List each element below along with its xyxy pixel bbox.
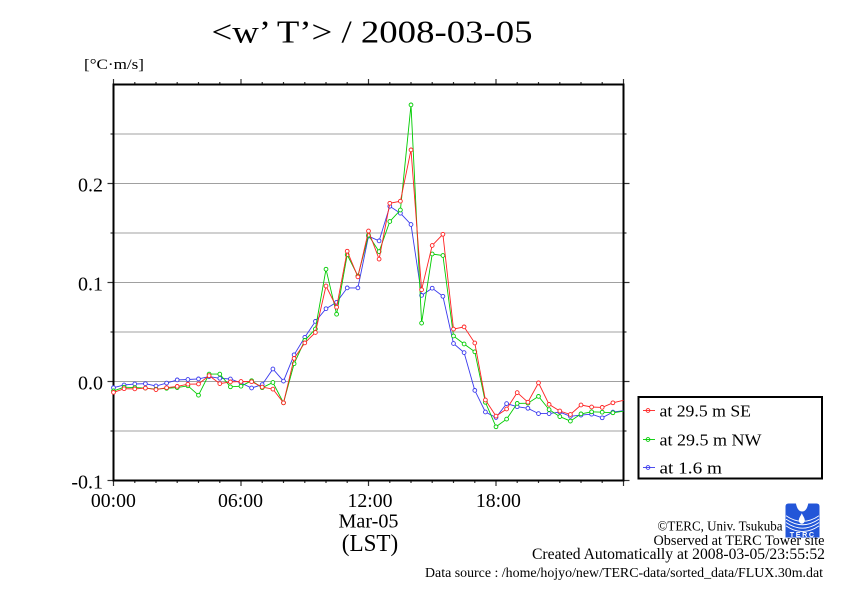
- svg-text:Created Automatically at 2008-: Created Automatically at 2008-03-05/23:5…: [532, 546, 825, 563]
- svg-text:(LST): (LST): [342, 531, 399, 557]
- svg-text:06:00: 06:00: [218, 490, 263, 512]
- svg-text:at 29.5 m SE: at 29.5 m SE: [660, 402, 752, 421]
- svg-text:18:00: 18:00: [476, 490, 521, 512]
- svg-text:[°C·m/s]: [°C·m/s]: [84, 57, 144, 73]
- svg-text:0.2: 0.2: [78, 175, 103, 197]
- svg-text:at 29.5 m NW: at 29.5 m NW: [660, 431, 763, 450]
- svg-text:Observed at TERC Tower site: Observed at TERC Tower site: [654, 533, 825, 549]
- svg-text:0.1: 0.1: [78, 274, 103, 296]
- svg-text:TERC: TERC: [790, 530, 816, 539]
- svg-text:12:00: 12:00: [348, 490, 393, 512]
- svg-text:at 1.6 m: at 1.6 m: [660, 459, 723, 478]
- svg-text:-0.1: -0.1: [71, 472, 103, 494]
- svg-text:00:00: 00:00: [91, 490, 136, 512]
- svg-text:©TERC, Univ. Tsukuba: ©TERC, Univ. Tsukuba: [658, 519, 783, 534]
- svg-text:Mar-05: Mar-05: [339, 511, 399, 533]
- svg-text:0.0: 0.0: [78, 373, 103, 395]
- svg-text:Data source : /home/hojyo/new/: Data source : /home/hojyo/new/TERC-data/…: [425, 566, 823, 581]
- svg-text:<w’ T’> / 2008-03-05: <w’ T’> / 2008-03-05: [212, 14, 533, 50]
